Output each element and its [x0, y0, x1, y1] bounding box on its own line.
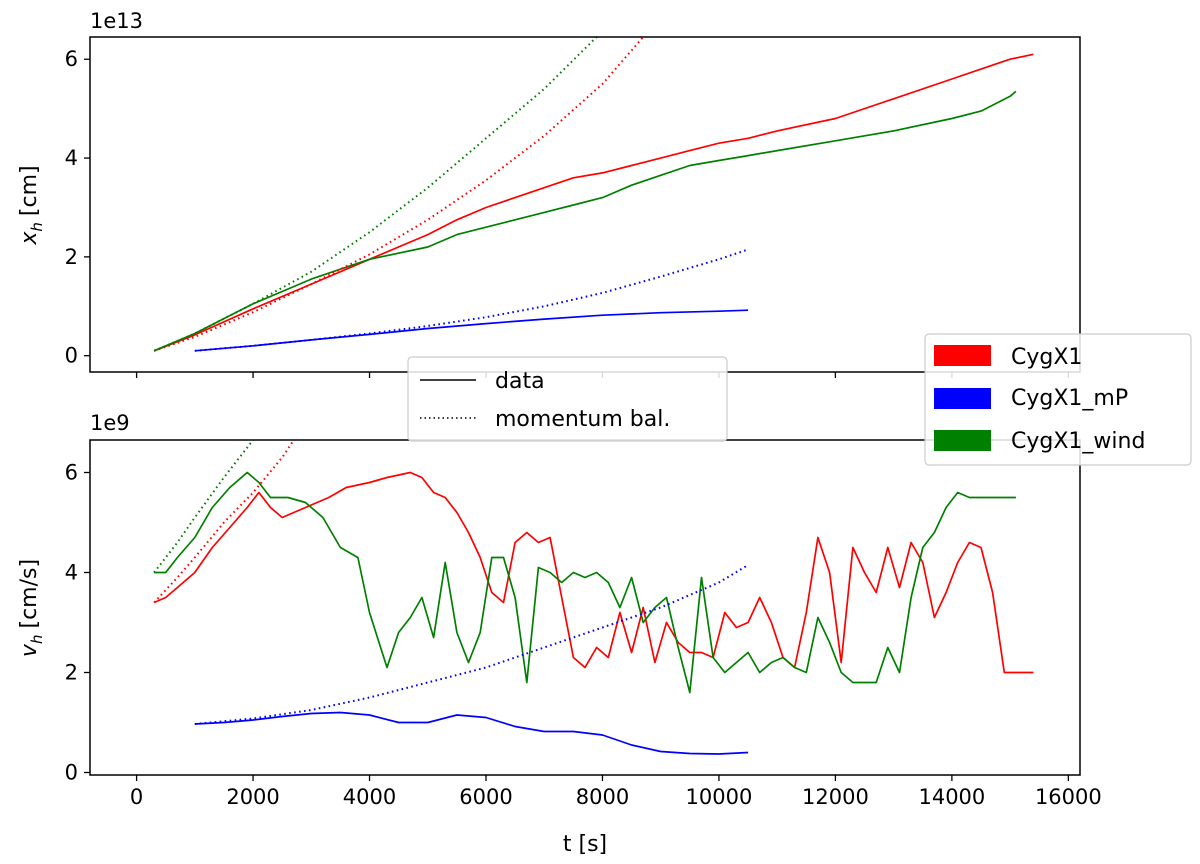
top-y-axis-label-sub: h — [28, 222, 46, 232]
legend-swatch-cygx1-wind — [934, 430, 991, 451]
x-tick-label: 10000 — [686, 785, 753, 809]
bottom-cygx1-wind-data-line — [154, 471, 1016, 694]
bottom-y-axis-label: vh [cm/s] — [17, 559, 46, 657]
legend-label-cygx1: CygX1 — [1011, 345, 1082, 370]
bottom-cygx1-momentum-line — [153, 440, 295, 604]
y-tick-label: 2 — [65, 661, 78, 685]
bottom-y-axis-label-unit: [cm/s] — [17, 559, 42, 629]
bottom-cygx1-mp-data-line — [194, 711, 749, 755]
top-y-axis-label-main: x — [17, 231, 42, 246]
top-cygx1-data-line — [153, 53, 1034, 352]
bottom-y-axis-label-main: v — [17, 643, 42, 657]
top-y-axis-label: xh [cm] — [17, 165, 46, 245]
linestyle-legend: data momentum bal. — [407, 356, 728, 442]
y-tick-label: 4 — [65, 561, 78, 585]
x-tick-label: 14000 — [918, 785, 985, 809]
legend-swatch-cygx1-mp — [934, 388, 991, 409]
bottom-series-layer — [153, 440, 1034, 755]
x-tick-label: 4000 — [343, 785, 396, 809]
top-series-layer — [153, 37, 1034, 352]
top-cygx1-mp-data-line — [194, 309, 749, 352]
x-axis-label: t [s] — [563, 832, 607, 857]
top-axes-frame — [89, 36, 1081, 373]
legend-swatch-cygx1 — [934, 345, 991, 366]
x-tick-label: 6000 — [459, 785, 512, 809]
y-tick-label: 2 — [65, 245, 78, 269]
top-cygx1-wind-data-line — [153, 90, 1017, 352]
bottom-cygx1-mp-momentum-line — [194, 564, 749, 725]
x-tick-label: 12000 — [802, 785, 869, 809]
top-cygx1-wind-momentum-line — [153, 37, 598, 352]
legend-label-cygx1-mp: CygX1_mP — [1011, 386, 1128, 411]
bottom-tick-layer: 0 2 4 6 0 2000 4000 6000 8000 10000 12000 14000 1600… — [65, 461, 1102, 810]
top-panel: 0 2 4 6 1e13 xh [cm] — [17, 9, 1081, 378]
y-tick-label: 6 — [65, 461, 78, 485]
bottom-y-axis-label-sub: h — [28, 635, 46, 645]
top-y-axis-label-unit: [cm] — [17, 165, 42, 216]
y-tick-label: 0 — [65, 761, 78, 785]
top-cygx1-mp-momentum-line — [194, 248, 749, 352]
bottom-offset-text: 1e9 — [90, 411, 130, 435]
bottom-panel: 0 2 4 6 0 2000 4000 6000 8000 10000 12000 14000 1600… — [17, 411, 1102, 857]
legend-momentum-label: momentum bal. — [495, 407, 670, 432]
x-tick-label: 0 — [130, 785, 143, 809]
bottom-cygx1-data-line — [153, 471, 1034, 674]
y-tick-label: 0 — [65, 344, 78, 368]
legend-data-label: data — [495, 369, 545, 394]
y-tick-label: 6 — [65, 47, 78, 71]
bottom-cygx1-wind-momentum-line — [153, 440, 255, 574]
series-legend-box — [924, 333, 1192, 466]
y-tick-label: 4 — [65, 146, 78, 170]
legend-label-cygx1-wind: CygX1_wind — [1011, 429, 1145, 454]
top-offset-text: 1e13 — [90, 9, 143, 33]
linestyle-legend-box — [407, 356, 728, 442]
series-legend: CygX1 CygX1_mP CygX1_wind — [924, 333, 1192, 466]
x-tick-label: 16000 — [1035, 785, 1102, 809]
x-tick-label: 2000 — [226, 785, 279, 809]
x-tick-label: 8000 — [576, 785, 629, 809]
top-cygx1-momentum-line — [153, 37, 644, 352]
